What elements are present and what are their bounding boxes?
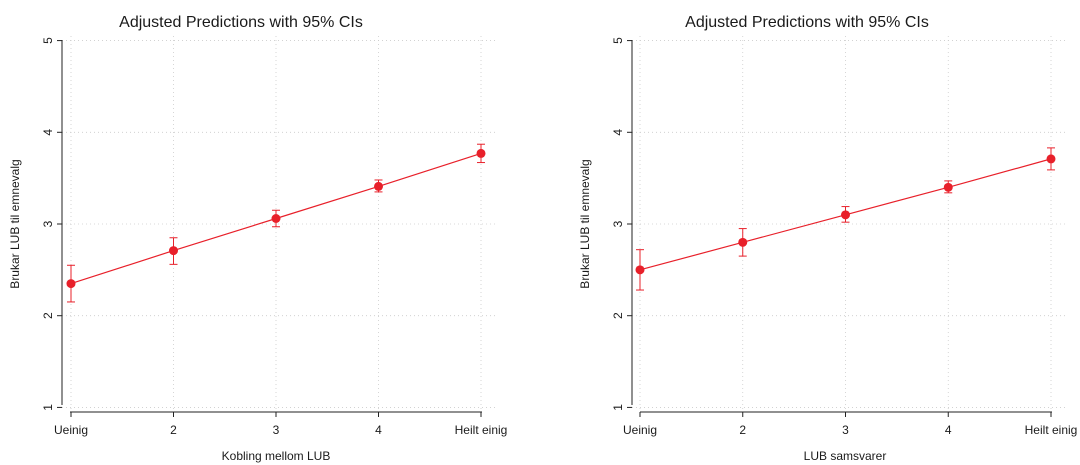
x-tick-label: 2 — [170, 423, 177, 437]
x-ticks: Ueinig 2 3 4 Heilt einig — [623, 412, 1077, 437]
y-ticks: 1 2 3 4 5 — [611, 37, 632, 411]
y-tick-label: 2 — [611, 312, 625, 319]
data-point — [66, 279, 76, 289]
grid-lines — [632, 36, 1065, 410]
data-marks — [635, 147, 1056, 291]
y-tick-label: 3 — [41, 220, 55, 227]
data-point — [635, 265, 645, 275]
chart-panel-left: 1 2 3 4 5 Ueinig 2 3 4 Heilt einig Adjusted Pred… — [8, 14, 507, 463]
y-tick-label: 5 — [41, 37, 55, 44]
grid-lines — [62, 36, 495, 410]
y-axis-label: Brukar LUB til emnevalg — [8, 159, 22, 288]
data-point — [374, 181, 383, 191]
y-tick-label: 2 — [41, 312, 55, 319]
chart-title: Adjusted Predictions with 95% CIs — [119, 14, 363, 31]
data-point — [271, 213, 281, 223]
x-axis-label: LUB samsvarer — [804, 449, 887, 463]
data-point — [943, 182, 953, 192]
x-axis-label: Kobling mellom LUB — [222, 449, 331, 463]
x-tick-label: Ueinig — [54, 423, 88, 437]
data-point — [1046, 154, 1056, 164]
y-tick-label: 1 — [611, 404, 625, 411]
plot-area — [632, 36, 1068, 412]
plot-area — [62, 36, 498, 412]
y-tick-label: 4 — [41, 129, 55, 136]
y-tick-label: 1 — [41, 404, 55, 411]
x-tick-label: Heilt einig — [455, 423, 508, 437]
y-axis-label: Brukar LUB til emnevalg — [578, 159, 592, 288]
x-tick-label: 3 — [842, 423, 849, 437]
chart-panel-right: 1 2 3 4 5 Ueinig 2 3 4 Heilt einig Adjusted Pred… — [578, 14, 1077, 463]
data-point — [841, 210, 850, 220]
x-tick-label: Ueinig — [623, 423, 657, 437]
x-tick-label: Heilt einig — [1025, 423, 1078, 437]
y-tick-label: 4 — [611, 129, 625, 136]
y-tick-label: 3 — [611, 220, 625, 227]
data-marks — [66, 143, 486, 303]
y-ticks: 1 2 3 4 5 — [41, 37, 62, 411]
chart-title: Adjusted Predictions with 95% CIs — [685, 14, 929, 31]
data-point — [738, 237, 748, 247]
x-tick-label: 2 — [739, 423, 746, 437]
x-ticks: Ueinig 2 3 4 Heilt einig — [54, 412, 507, 437]
y-tick-label: 5 — [611, 37, 625, 44]
x-tick-label: 4 — [375, 423, 382, 437]
data-point — [169, 246, 178, 256]
x-tick-label: 3 — [273, 423, 280, 437]
x-tick-label: 4 — [945, 423, 952, 437]
data-point — [476, 148, 486, 158]
